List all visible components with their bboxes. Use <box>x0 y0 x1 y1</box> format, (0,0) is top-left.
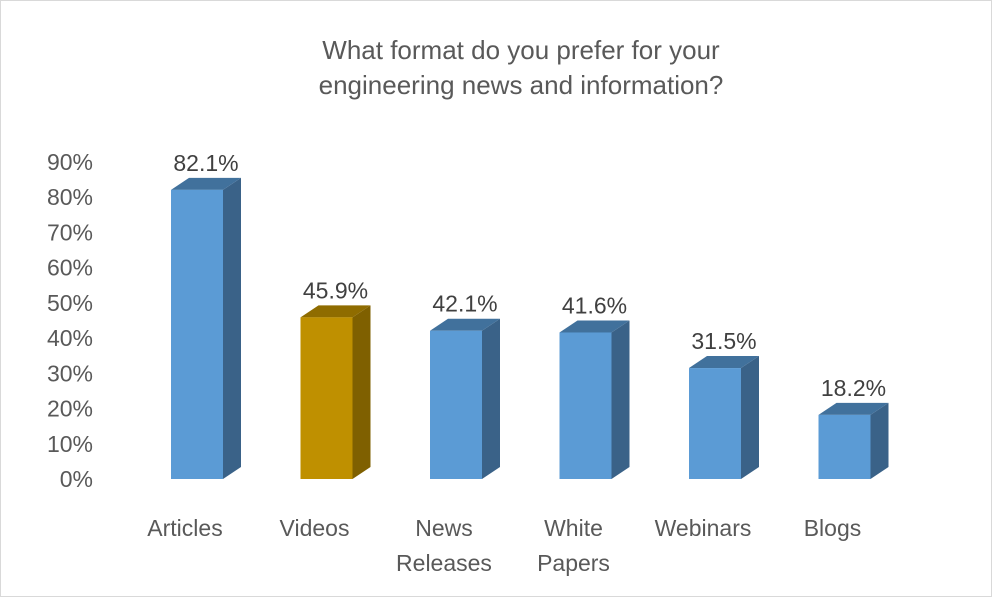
bar <box>559 320 630 479</box>
bar-side <box>870 402 889 479</box>
data-label: 18.2% <box>821 375 886 401</box>
bar-side <box>611 320 630 479</box>
y-tick-label: 60% <box>47 255 93 281</box>
x-category-label: Webinars <box>655 515 752 541</box>
bar-front <box>300 317 353 479</box>
bar-side <box>352 305 371 479</box>
data-labels: 82.1% 45.9% 42.1% 41.6% 31.5% 18.2% <box>173 150 886 401</box>
data-label: 41.6% <box>562 292 627 318</box>
bar-front <box>171 189 223 479</box>
bar <box>171 177 241 479</box>
bar <box>818 402 889 479</box>
bar-front <box>559 332 612 479</box>
y-tick-label: 20% <box>47 396 93 422</box>
y-tick-label: 80% <box>47 184 93 210</box>
bar <box>430 318 500 479</box>
chart-title: What format do you prefer for your engin… <box>319 35 724 100</box>
bar-top <box>818 402 889 415</box>
data-label: 31.5% <box>691 328 756 354</box>
bar-side <box>482 318 500 479</box>
chart-title-line-2: engineering news and information? <box>319 70 724 100</box>
data-label: 42.1% <box>432 291 497 317</box>
bar-top <box>559 320 630 333</box>
bar <box>689 356 759 479</box>
y-tick-label: 90% <box>47 149 93 175</box>
bar <box>300 305 371 479</box>
bar-top <box>689 356 759 369</box>
bar-top <box>430 318 500 331</box>
data-label: 45.9% <box>303 277 368 303</box>
y-tick-label: 70% <box>47 219 93 245</box>
bar-side <box>741 356 759 479</box>
chart-title-line-1: What format do you prefer for your <box>322 35 720 65</box>
bar-front <box>689 368 741 479</box>
bar-top <box>300 305 371 318</box>
x-category-label: News <box>415 515 473 541</box>
y-tick-label: 50% <box>47 290 93 316</box>
y-tick-label: 10% <box>47 431 93 457</box>
bar-top <box>171 177 241 190</box>
y-tick-label: 0% <box>60 466 93 492</box>
bar-side <box>223 177 241 479</box>
bars <box>171 177 889 479</box>
y-tick-label: 30% <box>47 360 93 386</box>
x-category-label: Releases <box>396 550 492 576</box>
x-category-label: Articles <box>147 515 222 541</box>
x-category-label: Papers <box>537 550 610 576</box>
x-axis: Articles Videos News Releases White Papers Web… <box>147 515 861 576</box>
bar-front <box>430 330 482 479</box>
x-category-label: Blogs <box>804 515 862 541</box>
x-category-label: Videos <box>280 515 350 541</box>
y-tick-label: 40% <box>47 325 93 351</box>
data-label: 82.1% <box>173 150 238 176</box>
y-axis: 0% 10% 20% 30% 40% 50% 60% 70% 80% 90% <box>47 149 93 492</box>
bar-front <box>818 414 871 479</box>
x-category-label: White <box>544 515 603 541</box>
